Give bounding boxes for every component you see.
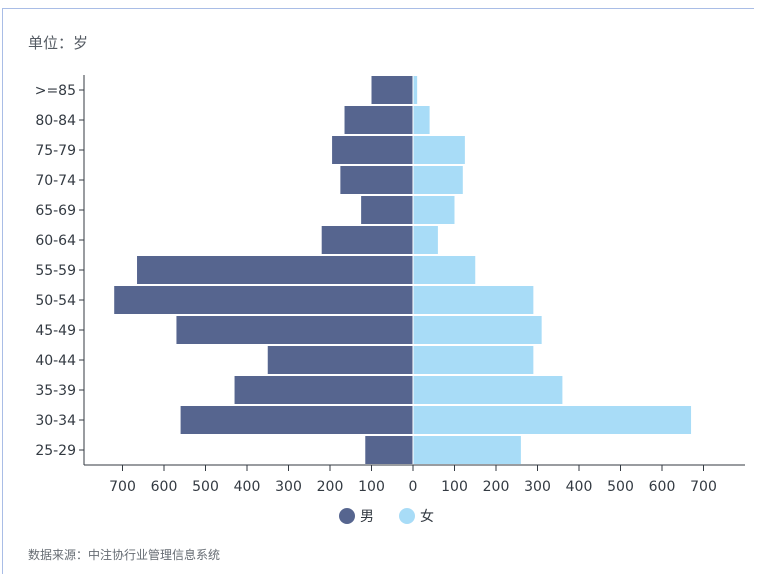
y-tick-label-30-34: 30-34	[35, 413, 76, 429]
legend-label-male: 男	[360, 509, 374, 525]
x-tick-label: 500	[192, 479, 219, 495]
bar-male-80-84	[344, 106, 413, 134]
y-tick-label-25-29: 25-29	[35, 443, 76, 459]
bar-male-60-64	[321, 226, 413, 254]
bar-female-55-59	[413, 256, 476, 284]
bar-female-60-64	[413, 226, 438, 254]
bar-male-45-49	[176, 316, 413, 344]
y-tick-label-70-74: 70-74	[35, 173, 76, 189]
y-tick-label-35-39: 35-39	[35, 383, 76, 399]
axes-group: >=85 80-84 75-79 70-74 65-69 60-64 55-59 50-54 4…	[35, 75, 745, 495]
legend-swatch-female	[399, 508, 415, 524]
y-tick-label-45-49: 45-49	[35, 323, 76, 339]
legend-label-female: 女	[420, 508, 434, 525]
legend: 男女	[339, 508, 434, 525]
bar-male-ge85	[371, 76, 413, 104]
x-tick-label: 300	[524, 479, 551, 495]
bar-male-70-74	[340, 166, 413, 194]
bars-group	[114, 75, 692, 465]
bar-female-35-39	[413, 376, 563, 404]
bar-female-30-34	[413, 406, 692, 434]
x-tick-label: 100	[358, 479, 385, 495]
bar-male-50-54	[114, 286, 413, 314]
x-tick-label: 400	[234, 479, 261, 495]
bar-female-80-84	[413, 106, 430, 134]
source-note: 数据来源：中注协行业管理信息系统	[28, 548, 221, 562]
bar-female-50-54	[413, 286, 534, 314]
y-tick-label-55-59: 55-59	[35, 263, 76, 279]
bar-male-75-79	[332, 136, 413, 164]
unit-label: 单位：岁	[28, 34, 89, 52]
y-tick-label-50-54: 50-54	[35, 293, 76, 309]
x-tick-label: 700	[690, 479, 717, 495]
bar-male-55-59	[137, 256, 413, 284]
x-tick-label: 0	[409, 479, 418, 495]
y-tick-label-40-44: 40-44	[35, 353, 76, 369]
x-tick-label: 700	[109, 479, 136, 495]
bar-female-75-79	[413, 136, 465, 164]
x-tick-label: 200	[317, 479, 344, 495]
bar-male-40-44	[267, 346, 413, 374]
bar-male-25-29	[365, 436, 413, 464]
x-tick-label: 500	[607, 479, 634, 495]
bar-female-70-74	[413, 166, 463, 194]
legend-swatch-male	[339, 508, 355, 524]
y-tick-label-65-69: 65-69	[35, 203, 76, 219]
y-tick-label-80-84: 80-84	[35, 113, 76, 129]
bar-male-30-34	[180, 406, 413, 434]
chart-frame	[2, 8, 754, 574]
bar-male-35-39	[234, 376, 413, 404]
x-tick-label: 600	[649, 479, 676, 495]
x-tick-label: 300	[275, 479, 302, 495]
bar-male-65-69	[361, 196, 413, 224]
bar-female-40-44	[413, 346, 534, 374]
bar-female-25-29	[413, 436, 521, 464]
bar-female-45-49	[413, 316, 542, 344]
bar-female-ge85	[413, 76, 418, 104]
x-tick-label: 100	[441, 479, 468, 495]
x-tick-label: 400	[566, 479, 593, 495]
x-tick-label: 600	[151, 479, 178, 495]
x-tick-label: 200	[483, 479, 510, 495]
y-tick-label-75-79: 75-79	[35, 143, 76, 159]
y-tick-label-ge85: >=85	[35, 83, 76, 99]
y-tick-label-60-64: 60-64	[35, 233, 76, 249]
bar-female-65-69	[413, 196, 455, 224]
